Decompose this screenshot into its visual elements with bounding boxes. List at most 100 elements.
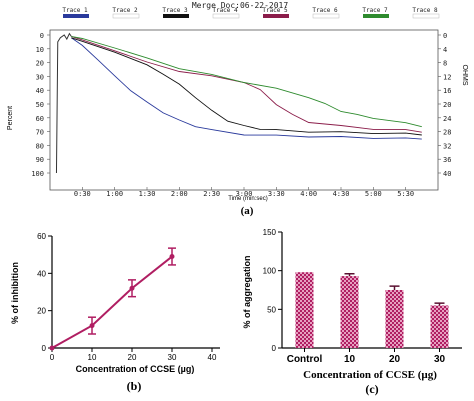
trace-y-tick-label: 20	[36, 60, 44, 68]
legend-label-7: Trace 7	[362, 7, 388, 14]
trace-y2-tick-label: 28	[443, 129, 451, 137]
inhibition-point	[89, 323, 95, 329]
trace-y-tick-label: 0	[40, 32, 44, 40]
trace-x-tick-label: 3:30	[268, 190, 285, 198]
inhibition-x-tick-label: 40	[208, 353, 217, 362]
trace-y-tick-label: 60	[36, 115, 44, 123]
trace-y-tick-label: 80	[36, 142, 44, 150]
aggregation-x-tick-label: 30	[434, 354, 446, 365]
trace-x-tick-label: 5:30	[397, 190, 414, 198]
legend-swatch-7	[363, 14, 389, 18]
inhibition-x-tick-label: 0	[50, 353, 55, 362]
inhibition-chart: 0 20 40 60 0 10 20 30 40 % of inhibition Concen…	[10, 232, 220, 393]
trace-y-tick-label: 30	[36, 73, 44, 81]
legend-swatch-4	[212, 13, 240, 19]
legend-label-6: Trace 6	[312, 7, 338, 14]
trace-line-7	[71, 35, 422, 128]
trace-series	[55, 32, 422, 174]
trace-y2-tick-label: 8	[443, 60, 447, 68]
inhibition-point	[49, 345, 55, 351]
aggregation-y-tick-label: 100	[263, 267, 277, 276]
aggregation-chart: 0 50 100 150 Control 10 20 30 % of aggregation…	[242, 228, 462, 396]
trace-y-tick-label: 50	[36, 101, 44, 109]
trace-y2-tick-label: 0	[443, 32, 447, 40]
trace-x-tick-label: 4:00	[300, 190, 317, 198]
trace-legend: Trace 1 Trace 2 Trace 3 Trace 4 Trace 5 Trace…	[62, 7, 440, 19]
aggregation-x-tick-label: 20	[389, 354, 401, 365]
trace-y2-tick-label: 24	[443, 115, 451, 123]
trace-y2-tick-label: 20	[443, 101, 451, 109]
inhibition-y-tick-label: 60	[37, 232, 46, 241]
trace-y-tick-label: 70	[36, 129, 44, 137]
trace-y2-axis-label: OHMS	[461, 65, 468, 86]
trace-y-axis: 0 10 20 30 40 50 60 70 80 90 100	[31, 32, 50, 178]
legend-swatch-1	[63, 14, 89, 18]
trace-x-axis-label: Time (min:sec)	[228, 196, 267, 202]
trace-y2-tick-label: 36	[443, 156, 451, 164]
trace-y2-tick-label: 32	[443, 142, 451, 150]
aggregation-x-tick-label: 10	[344, 354, 356, 365]
trace-chart-title: Merge Doc:06-22-2017	[192, 1, 289, 10]
panel-label-c: (c)	[365, 382, 378, 396]
inhibition-y-tick-label: 0	[42, 344, 47, 353]
aggregation-y-tick-label: 50	[267, 305, 276, 314]
inhibition-x-axis-label: Concentration of CCSE (µg)	[76, 364, 195, 374]
trace-x-tick-label: 5:00	[365, 190, 382, 198]
inhibition-series	[49, 247, 176, 351]
aggregation-y-axis-label: % of aggregation	[242, 255, 252, 328]
trace-x-tick-label: 3:00	[236, 190, 253, 198]
trace-y-tick-label: 90	[36, 156, 44, 164]
trace-line-1	[71, 37, 422, 140]
inhibition-point	[169, 254, 175, 260]
aggregation-y-tick-label: 150	[263, 228, 277, 237]
inhibition-point	[129, 285, 135, 291]
aggregation-bar-10	[340, 276, 359, 348]
trace-y-tick-label: 100	[31, 170, 44, 178]
trace-y-tick-label: 10	[36, 46, 44, 54]
legend-label-3: Trace 3	[162, 7, 188, 14]
trace-plot-frame	[49, 29, 439, 191]
trace-y2-tick-label: 16	[443, 87, 451, 95]
aggregation-bars	[295, 272, 449, 348]
trace-y2-axis: 0 4 8 12 16 20 24 28 32 36 40	[438, 32, 451, 178]
inhibition-x-tick-label: 20	[128, 353, 137, 362]
panel-label-a: (a)	[241, 205, 254, 217]
trace-x-tick-label: 2:30	[203, 190, 220, 198]
trace-line-3	[71, 37, 422, 136]
trace-y2-tick-label: 4	[443, 46, 447, 54]
legend-swatch-3	[163, 14, 189, 18]
trace-x-tick-label: 4:30	[333, 190, 350, 198]
aggregation-bar-20	[385, 290, 404, 348]
trace-y2-tick-label: 40	[443, 170, 451, 178]
trace-start-spike	[55, 32, 72, 174]
legend-swatch-6	[312, 13, 340, 19]
aggregation-x-axis: Control 10 20 30	[287, 348, 446, 365]
trace-x-tick-label: 0:30	[74, 190, 91, 198]
trace-y2-tick-label: 12	[443, 73, 451, 81]
aggregation-y-tick-label: 0	[272, 344, 277, 353]
inhibition-y-axis: 0 20 40 60	[37, 232, 52, 353]
legend-swatch-8	[412, 13, 440, 19]
trace-y-tick-label: 40	[36, 87, 44, 95]
legend-swatch-2	[112, 13, 140, 19]
aggregation-bar-30	[430, 305, 449, 348]
aggregation-x-tick-label: Control	[287, 354, 323, 365]
legend-label-1: Trace 1	[62, 7, 88, 14]
inhibition-y-axis-label: % of inhibition	[10, 262, 20, 324]
inhibition-y-tick-label: 20	[37, 307, 46, 316]
trace-y-axis-label: Percent	[7, 106, 14, 130]
aggregation-x-axis-label: Concentration of CCSE (µg)	[303, 369, 437, 381]
trace-line-5	[71, 35, 422, 133]
legend-label-8: Trace 8	[412, 7, 438, 14]
aggregation-y-axis: 0 50 100 150	[263, 228, 282, 353]
legend-label-4: Trace 4	[212, 7, 238, 14]
trace-x-tick-label: 1:00	[106, 190, 123, 198]
trace-x-tick-label: 1:30	[139, 190, 156, 198]
trace-chart: Merge Doc:06-22-2017 Trace 1 Trace 2 Trace…	[7, 1, 468, 217]
inhibition-x-tick-label: 10	[88, 353, 97, 362]
inhibition-line	[51, 255, 173, 349]
inhibition-x-tick-label: 30	[168, 353, 177, 362]
trace-x-axis: 0:30 1:00 1:30 2:00 2:30 3:00 3:30 4:00 4:30 5:00…	[74, 187, 414, 198]
legend-swatch-5	[263, 14, 289, 18]
